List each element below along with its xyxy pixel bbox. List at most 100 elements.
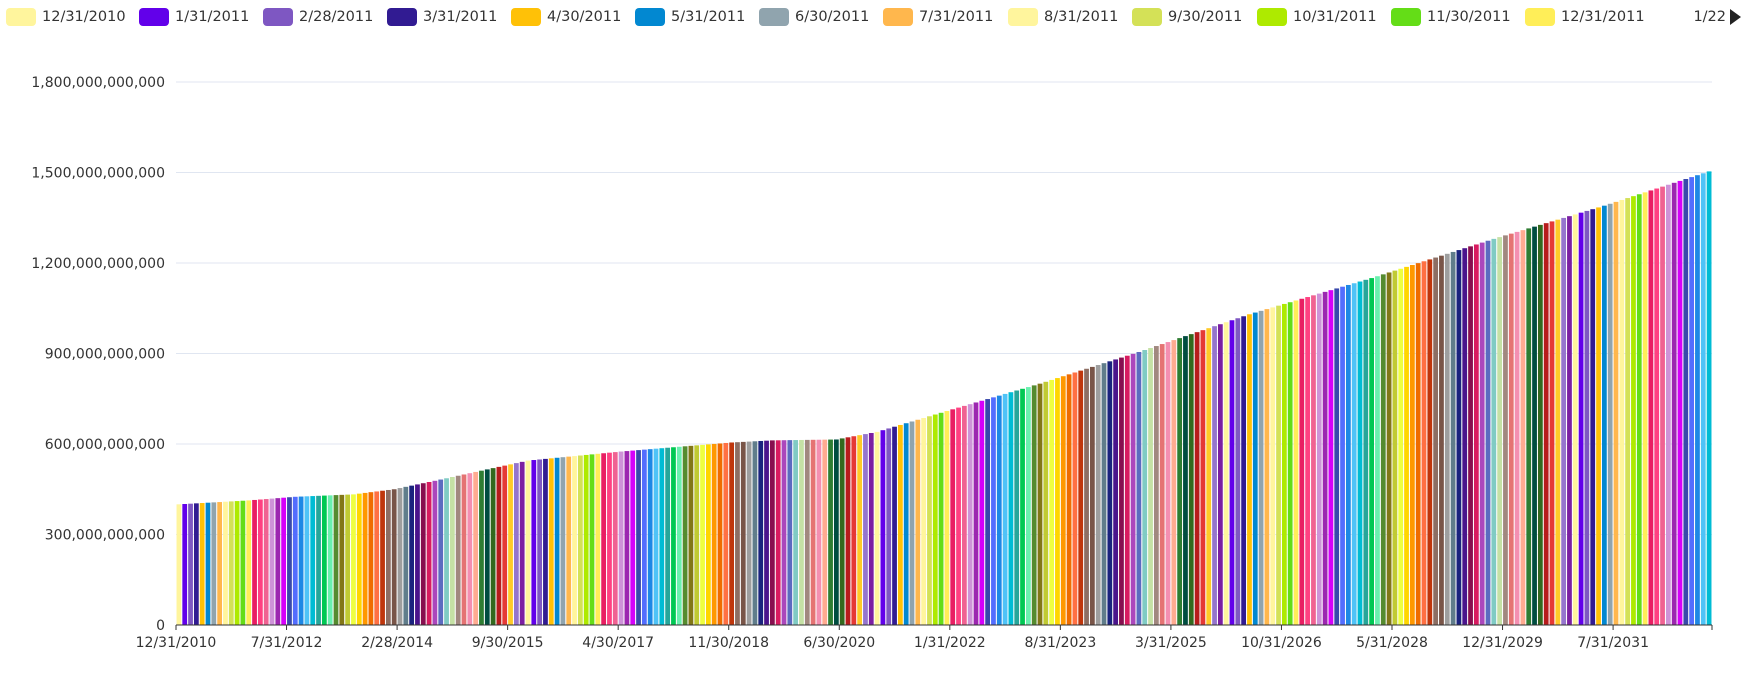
bar[interactable] [1031,385,1037,625]
bar[interactable] [1631,196,1636,625]
bar[interactable] [1345,284,1351,625]
bar[interactable] [566,456,572,625]
bar[interactable] [269,498,275,625]
bar[interactable] [275,498,281,625]
bar[interactable] [641,449,647,625]
bar[interactable] [1613,201,1619,625]
bar[interactable] [380,490,385,625]
bar[interactable] [508,464,513,625]
bar[interactable] [845,437,851,625]
bar[interactable] [961,405,967,625]
bar[interactable] [1706,171,1712,625]
bar[interactable] [1689,177,1695,625]
bar[interactable] [1107,361,1113,625]
bar[interactable] [653,448,659,625]
bar[interactable] [839,438,845,625]
bar[interactable] [1665,184,1671,626]
bar[interactable] [1270,307,1276,625]
bar[interactable] [1229,320,1235,625]
bar[interactable] [711,443,717,625]
bar[interactable] [868,433,874,625]
bar[interactable] [1264,309,1270,625]
bar[interactable] [1130,353,1136,625]
bar[interactable] [1299,298,1305,625]
bar[interactable] [1066,374,1072,625]
bar[interactable] [833,439,839,625]
bar[interactable] [1503,235,1508,625]
bar[interactable] [217,502,223,625]
bar[interactable] [944,411,950,625]
legend-item[interactable]: 10/31/2011 [1257,5,1377,29]
bar[interactable] [746,441,752,625]
bar[interactable] [1450,251,1456,625]
bar[interactable] [880,430,886,625]
legend-item[interactable]: 11/30/2011 [1391,5,1511,29]
bar[interactable] [560,457,566,625]
bar[interactable] [449,477,455,625]
bar[interactable] [781,440,787,625]
bar[interactable] [804,439,810,625]
bar[interactable] [304,496,310,625]
bar[interactable] [1142,350,1148,625]
bar[interactable] [374,491,380,625]
bar[interactable] [1217,324,1223,625]
legend-item[interactable]: 2/28/2011 [263,5,373,29]
bar[interactable] [1537,224,1543,625]
bar[interactable] [1020,388,1025,625]
bar[interactable] [519,461,525,625]
legend-item[interactable]: 1/31/2011 [139,5,249,29]
bar[interactable] [967,404,973,625]
bar[interactable] [1357,281,1363,625]
bar[interactable] [927,416,932,625]
bar[interactable] [595,453,601,625]
bar[interactable] [1520,230,1526,625]
bar[interactable] [630,450,636,625]
bar[interactable] [1677,180,1683,625]
bar[interactable] [787,440,793,625]
bar[interactable] [1485,240,1491,626]
bar[interactable] [385,489,391,625]
bar[interactable] [607,452,612,625]
bar[interactable] [246,500,252,625]
bar[interactable] [193,503,199,625]
bar[interactable] [909,421,915,625]
bar[interactable] [1660,186,1665,625]
bar[interactable] [1473,244,1479,625]
bar[interactable] [490,468,496,625]
bar[interactable] [1695,175,1700,625]
bar[interactable] [205,502,211,625]
bar[interactable] [932,414,938,625]
bar[interactable] [921,418,927,625]
bar[interactable] [583,454,589,625]
bar[interactable] [1607,203,1613,625]
legend-item[interactable]: 3/31/2011 [387,5,497,29]
bar[interactable] [368,492,374,625]
bar[interactable] [1427,259,1433,625]
bar[interactable] [1101,363,1107,625]
bar[interactable] [543,458,548,625]
bar[interactable] [1532,226,1537,625]
bar[interactable] [659,448,665,625]
bar[interactable] [1584,210,1590,626]
bar[interactable] [356,493,362,625]
bar[interactable] [793,440,799,625]
bar[interactable] [455,475,461,625]
bar[interactable] [1188,334,1194,625]
bar[interactable] [223,501,228,625]
bar[interactable] [426,482,432,625]
bar[interactable] [252,499,257,625]
bar[interactable] [863,434,868,625]
bar[interactable] [467,473,473,625]
bar[interactable] [950,409,956,625]
bar[interactable] [1578,212,1584,626]
bar[interactable] [717,443,723,625]
bar[interactable] [1287,302,1293,625]
bar[interactable] [484,469,490,625]
bar[interactable] [851,436,857,625]
legend-item[interactable]: 8/31/2011 [1008,5,1118,29]
bar[interactable] [729,442,735,625]
bar[interactable] [479,470,484,625]
bar[interactable] [1311,295,1316,625]
bar[interactable] [1322,291,1328,625]
bar[interactable] [1625,198,1631,625]
